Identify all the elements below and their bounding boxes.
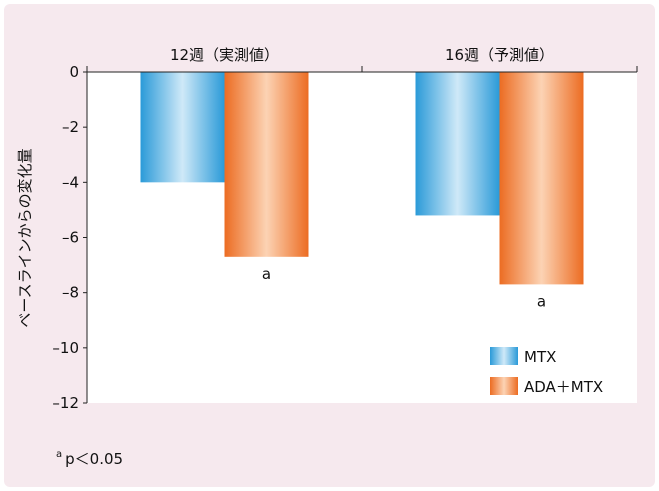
significance-mark: a: [262, 265, 271, 283]
y-axis-label: ベースラインからの変化量: [16, 148, 34, 327]
y-tick-label: –4: [62, 173, 79, 191]
footnote-mark: a: [56, 449, 63, 460]
chart-panel: 0 –2 –4 –6 –8 –10 –12 12週（実測値） a 16週（予測値） a ベースライン…: [4, 4, 655, 487]
legend-swatch-ada-mtx: [490, 377, 518, 395]
y-tick-label: –10: [52, 339, 79, 357]
category-label: 12週（実測値）: [170, 46, 279, 64]
y-tick-label: –12: [52, 394, 79, 412]
y-tick-label: 0: [69, 63, 79, 81]
bar-mtx: [140, 72, 225, 183]
footnote: a p＜0.05: [56, 448, 123, 469]
category-label: 16週（予測値）: [445, 46, 554, 64]
bar-mtx: [415, 72, 500, 216]
legend-label: MTX: [524, 348, 556, 366]
legend-swatch-mtx: [490, 347, 518, 365]
y-tick-label: –2: [62, 118, 79, 136]
legend: MTX ADA＋MTX: [490, 347, 603, 396]
legend-label: ADA＋MTX: [524, 378, 603, 396]
significance-mark: a: [537, 292, 546, 310]
bar-ada-mtx: [224, 72, 309, 257]
bar-chart: 0 –2 –4 –6 –8 –10 –12 12週（実測値） a 16週（予測値） a ベースライン…: [16, 46, 638, 412]
y-tick-label: –8: [62, 284, 79, 302]
y-tick-label: –6: [62, 229, 79, 247]
bar-ada-mtx: [499, 72, 584, 285]
footnote-text: p＜0.05: [65, 450, 124, 468]
